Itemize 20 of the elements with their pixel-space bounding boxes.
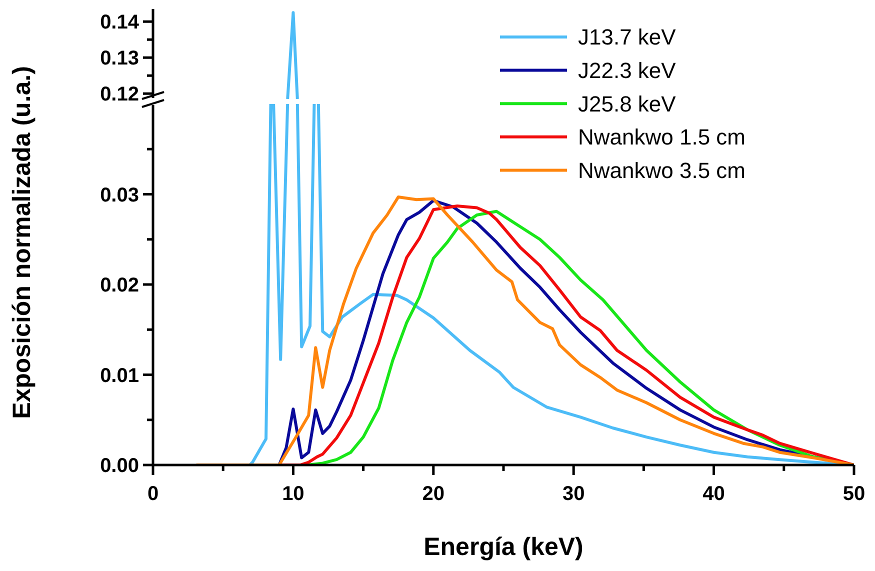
y-axis-title: Exposición normalizada (u.a.) [8,66,36,419]
x-tick-label: 10 [282,483,304,505]
y-tick-label: 0.00 [100,455,139,477]
legend-label: J13.7 keV [578,24,676,50]
legend-label: Nwankwo 3.5 cm [578,158,746,183]
y-tick-label: 0.13 [100,48,139,70]
y-tick-label: 0.14 [100,12,140,34]
legend-label: Nwankwo 1.5 cm [578,124,746,150]
legend-label: J22.3 keV [578,58,676,83]
x-tick-label: 30 [562,483,585,505]
y-tick-label: 0.03 [100,184,139,206]
y-tick-label: 0.12 [100,84,139,106]
x-tick-label: 50 [842,483,866,505]
y-tick-label: 0.01 [100,364,139,387]
x-tick-label: 40 [702,483,725,505]
legend-label: J25.8 keV [578,91,676,116]
x-tick-label: 20 [422,483,445,505]
x-axis-title: Energía (keV) [424,533,584,561]
x-tick-label: 0 [147,483,159,505]
y-tick-label: 0.02 [100,274,139,296]
